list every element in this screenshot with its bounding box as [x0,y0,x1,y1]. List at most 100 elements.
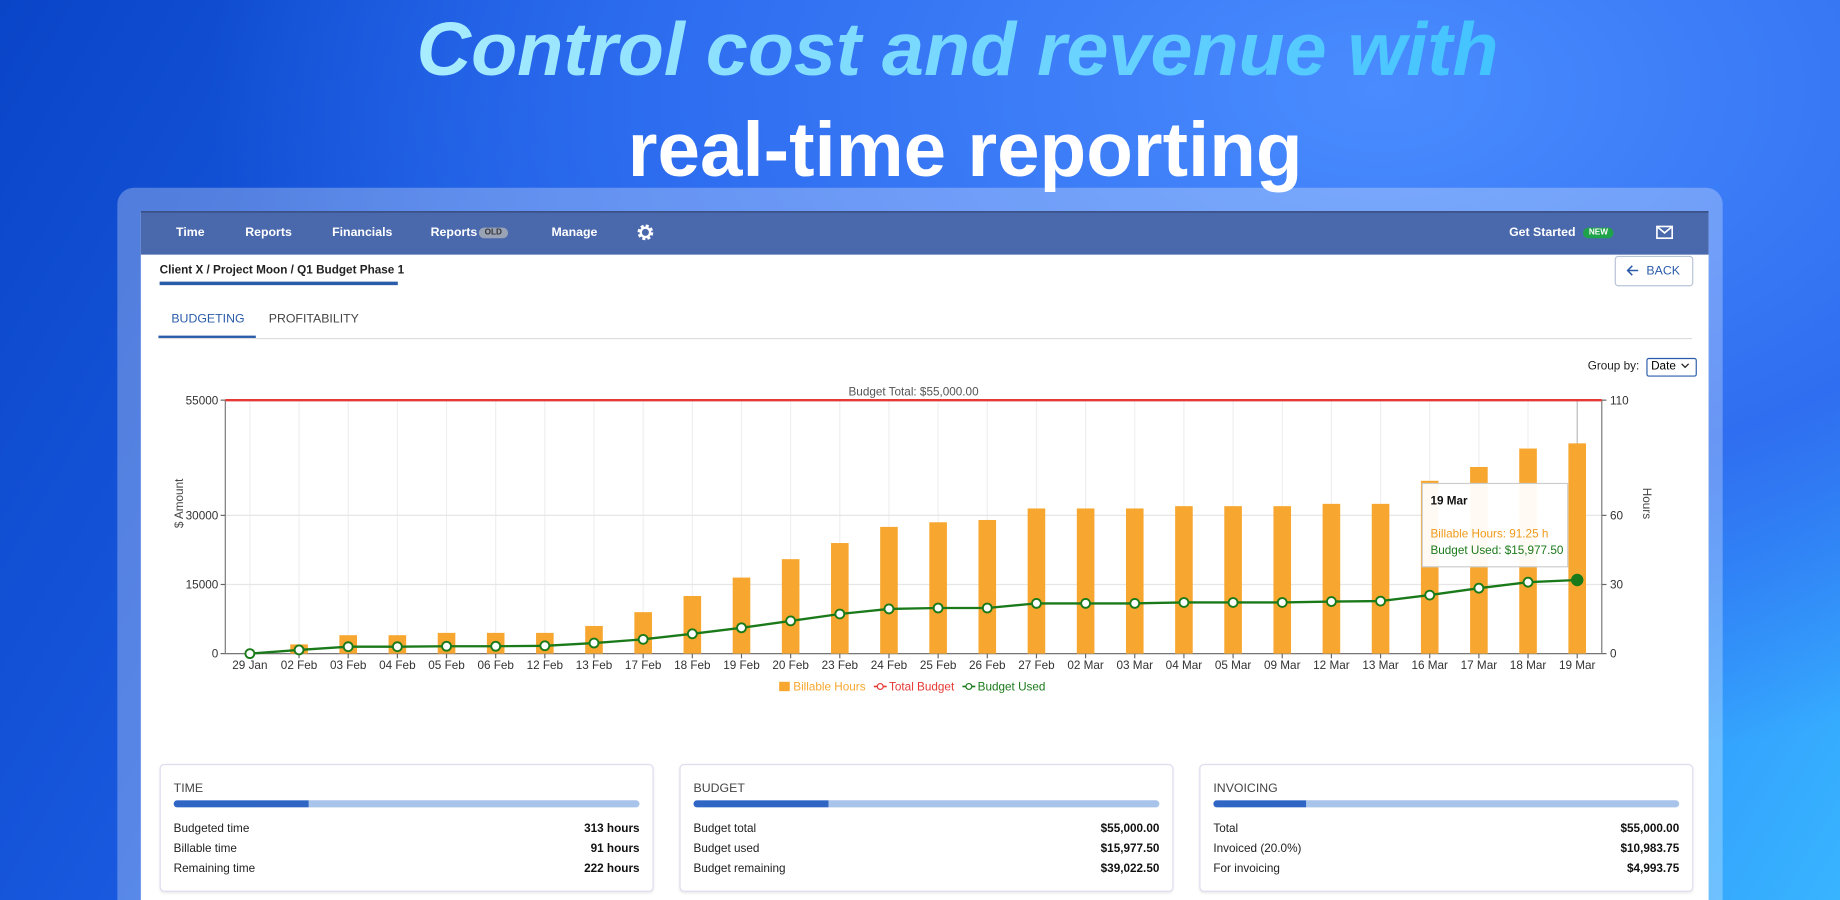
back-label: BACK [1646,264,1680,279]
x-tick-label: 18 Feb [674,659,711,672]
tab[interactable]: BUDGETING [171,312,245,327]
row-value: $55,000.00 [1620,822,1680,836]
point [244,648,256,660]
point [1326,596,1337,607]
tooltip: 19 Mar Billable Hours: 91.25 h Budget Used… [1421,482,1569,568]
y2-axis-label: Hours [1640,488,1653,519]
progress-fill [173,800,309,808]
bar [1371,503,1390,654]
budget-used-line [249,578,1578,655]
row-value: $15,977.50 [1100,842,1160,856]
nav-item[interactable]: Reports [245,225,292,240]
bar [1568,443,1587,654]
point [1031,597,1042,609]
x-tick-label: 18 Mar [1510,659,1547,672]
x-tick-label: 25 Feb [920,659,957,672]
row-value: 91 hours [590,842,640,856]
row-value: $55,000.00 [1100,822,1160,836]
x-tick-label: 13 Mar [1362,659,1399,672]
x-tick-label: 06 Feb [477,659,514,672]
hero-line-2: real-time reporting [628,107,1303,193]
card-title: BUDGET [693,781,745,796]
x-tick-label: 26 Feb [969,659,1006,672]
legend-label: Total Budget [889,681,955,694]
tooltip-line: Billable Hours: 91.25 h [1430,527,1548,540]
point [1080,597,1092,609]
point [834,608,846,620]
mail-icon[interactable] [1656,225,1674,240]
x-tick-label: 13 Feb [576,659,613,672]
x-tick-label: 12 Mar [1313,659,1350,672]
x-tick-label: 17 Mar [1461,659,1498,672]
x-tick-label: 02 Mar [1067,659,1104,672]
get-started[interactable]: Get Started [1509,225,1576,240]
x-tick-label: 24 Feb [871,659,908,672]
point [588,637,600,649]
breadcrumb: Client X / Project Moon / Q1 Budget Phas… [159,264,405,277]
bar [1125,508,1144,654]
tooltip-box [1421,482,1569,568]
x-tick-label: 19 Mar [1559,659,1596,672]
bar [929,522,947,654]
row-label: Budget used [693,842,760,856]
bar [1322,503,1341,654]
point [1375,595,1386,607]
card-title: TIME [173,781,204,796]
progress-bar [1213,800,1680,808]
budget-total-label: Budget Total: $55,000.00 [848,385,979,398]
point [1570,573,1584,587]
nav-item[interactable]: Reports [430,225,478,240]
point [391,641,403,653]
tab[interactable]: PROFITABILITY [268,312,359,327]
point [883,603,895,615]
bar [634,612,652,654]
row-label: For invoicing [1213,862,1280,876]
y2-tick-label: 0 [1610,648,1617,661]
row-label: Budget remaining [693,862,786,876]
point [932,602,944,614]
y-axis-label: $ Amount [173,478,186,528]
point [1129,597,1141,609]
x-tick-label: 17 Feb [625,659,662,672]
row-value: 313 hours [584,822,640,836]
point [1227,597,1239,608]
x-tick-label: 23 Feb [822,659,859,672]
row-value: $39,022.50 [1100,862,1160,876]
legend-swatch [876,682,884,691]
row-label: Invoiced (20.0%) [1213,842,1302,856]
bar [1175,506,1193,654]
x-tick-label: 12 Feb [527,659,564,672]
nav-item[interactable]: Financials [332,225,393,240]
chart: 0 15000 30000 55000 0 30 60 110 $ Amount Hours 29 … [173,385,1653,694]
nav-item[interactable]: Time [176,225,205,240]
group-by-select[interactable]: Date [1646,357,1697,377]
breadcrumb-underline [159,281,398,286]
point [736,622,747,634]
legend-label: Budget Used [978,681,1046,694]
point [981,602,993,614]
badge: NEW [1583,227,1614,239]
back-button[interactable] [1614,255,1694,287]
y2-tick-label: 110 [1610,394,1629,407]
x-tick-label: 05 Feb [428,659,465,672]
point [441,640,452,652]
tooltip-title: 19 Mar [1430,495,1468,508]
nav-bar [140,211,1709,255]
row-label: Budgeted time [173,822,250,836]
legend-swatch [965,682,973,691]
x-tick-label: 04 Feb [379,659,416,672]
bar [1224,506,1242,654]
x-tick-label: 03 Feb [330,659,367,672]
nav-item[interactable]: Manage [551,225,598,240]
select-value: Date [1651,360,1676,374]
point [1424,589,1436,601]
point [1178,597,1190,608]
settings-icon[interactable] [636,223,655,242]
legend-label: Billable Hours [793,681,865,694]
y-tick-label: 15000 [186,579,219,592]
bar [732,577,751,654]
x-tick-label: 02 Feb [281,659,318,672]
bar [683,596,702,654]
y-tick-label: 0 [212,648,219,661]
